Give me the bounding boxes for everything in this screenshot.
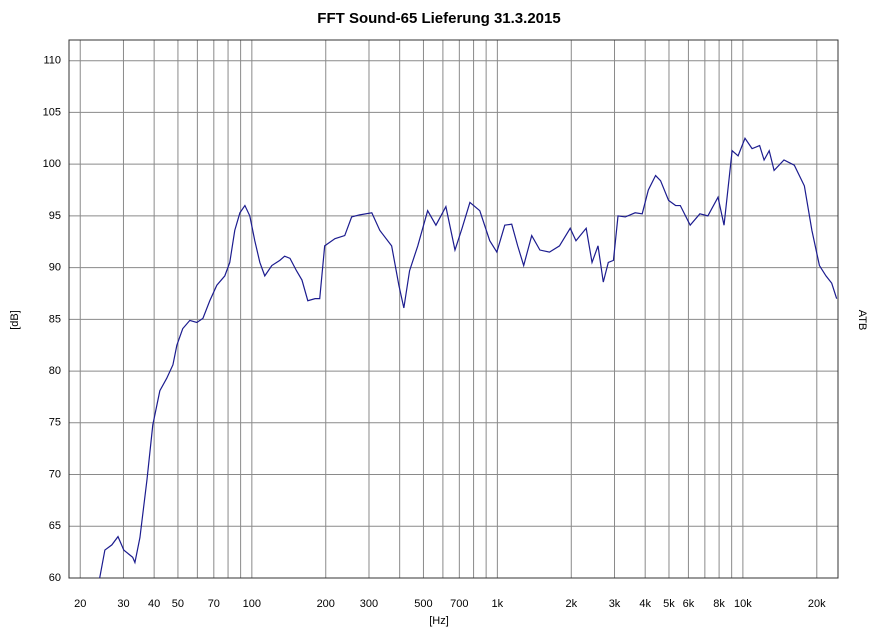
y-axis-label: [dB] bbox=[9, 310, 21, 330]
x-tick-label: 20k bbox=[808, 598, 826, 610]
x-tick-label: 3k bbox=[609, 598, 621, 610]
y-tick-label: 75 bbox=[49, 417, 61, 429]
x-tick-label: 200 bbox=[317, 598, 335, 610]
plot-frame bbox=[68, 39, 839, 579]
x-tick-label: 700 bbox=[450, 598, 468, 610]
y-tick-label: 105 bbox=[43, 106, 61, 118]
y-tick-label: 60 bbox=[49, 572, 61, 584]
y-tick-label: 85 bbox=[49, 313, 61, 325]
y-tick-label: 80 bbox=[49, 365, 61, 377]
right-label: ATB bbox=[856, 310, 868, 331]
x-tick-label: 10k bbox=[734, 598, 752, 610]
y-tick-label: 100 bbox=[43, 158, 61, 170]
x-tick-label: 70 bbox=[208, 598, 220, 610]
x-tick-label: 8k bbox=[713, 598, 725, 610]
x-tick-label: 50 bbox=[172, 598, 184, 610]
y-tick-label: 110 bbox=[43, 55, 61, 67]
x-tick-label: 300 bbox=[360, 598, 378, 610]
chart-title: FFT Sound-65 Lieferung 31.3.2015 bbox=[317, 10, 560, 27]
x-tick-label: 4k bbox=[639, 598, 651, 610]
response-line bbox=[99, 137, 838, 579]
x-tick-label: 30 bbox=[117, 598, 129, 610]
x-tick-label: 2k bbox=[565, 598, 577, 610]
y-tick-label: 70 bbox=[49, 468, 61, 480]
x-tick-label: 40 bbox=[148, 598, 160, 610]
y-tick-label: 95 bbox=[49, 210, 61, 222]
x-tick-label: 1k bbox=[492, 598, 504, 610]
x-tick-label: 6k bbox=[683, 598, 695, 610]
x-tick-label: 500 bbox=[414, 598, 432, 610]
x-tick-label: 20 bbox=[74, 598, 86, 610]
x-tick-label: 100 bbox=[243, 598, 261, 610]
y-tick-label: 65 bbox=[49, 520, 61, 532]
y-tick-label: 90 bbox=[49, 262, 61, 274]
x-tick-label: 5k bbox=[663, 598, 675, 610]
x-axis-label: [Hz] bbox=[429, 615, 449, 627]
